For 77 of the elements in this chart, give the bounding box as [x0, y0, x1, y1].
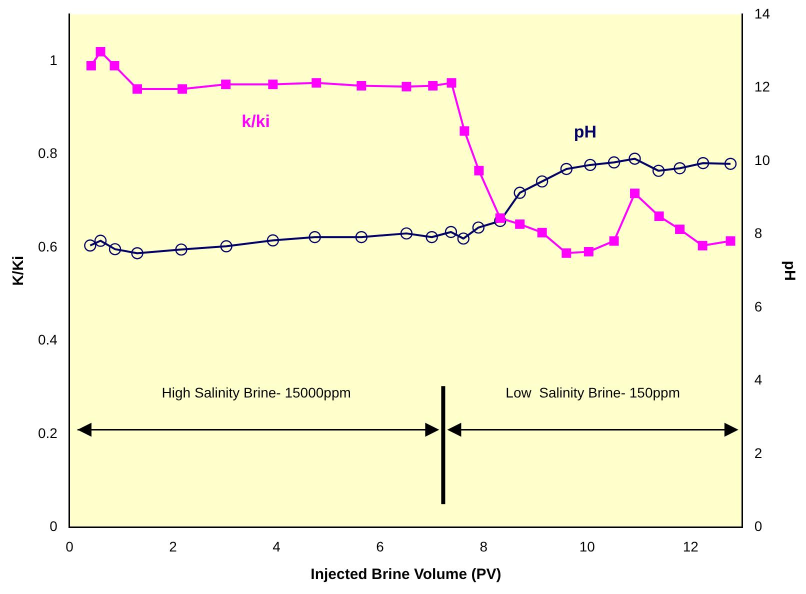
point	[472, 221, 485, 234]
point	[132, 84, 142, 94]
point	[495, 213, 505, 223]
point	[474, 166, 484, 176]
point	[560, 162, 573, 176]
point	[652, 164, 665, 177]
point	[698, 240, 708, 250]
point	[609, 236, 619, 246]
point	[426, 231, 438, 244]
x-tick-label: 4	[272, 538, 281, 554]
point	[514, 186, 526, 199]
point	[86, 60, 96, 70]
y-tick-label: 0.6	[38, 238, 58, 254]
point	[446, 78, 456, 88]
y2-axis-title: pH	[780, 260, 798, 281]
point	[312, 78, 322, 88]
point	[608, 156, 620, 168]
point	[630, 188, 640, 198]
point	[178, 84, 188, 94]
point	[108, 243, 122, 256]
y2-tick-label: 10	[754, 152, 770, 168]
point	[654, 212, 664, 221]
annotation: High Salinity Brine- 15000ppm	[162, 384, 351, 401]
x-tick-label: 2	[169, 538, 178, 554]
point	[537, 228, 547, 238]
y-tick-label: 0.4	[38, 332, 58, 348]
point	[536, 175, 548, 188]
point	[308, 231, 321, 244]
point	[220, 240, 232, 252]
point	[628, 152, 641, 165]
point	[175, 243, 188, 256]
y2-tick-label: 2	[754, 444, 762, 461]
point	[696, 157, 710, 170]
point	[400, 227, 413, 240]
y-tick-label: 1	[50, 52, 58, 68]
y-axis-title: K/Ki	[10, 256, 28, 286]
y-tick-label: 0.2	[38, 424, 58, 441]
point	[457, 232, 470, 245]
point	[402, 82, 412, 92]
x-tick-label: 6	[376, 538, 384, 554]
point	[94, 234, 107, 247]
point	[562, 248, 572, 258]
point	[674, 162, 686, 174]
y2-tick-label: 0	[754, 518, 762, 534]
x-tick-label: 10	[579, 538, 596, 554]
y-tick-label: 0.8	[38, 145, 58, 162]
x-tick-label: 12	[682, 538, 699, 554]
point	[266, 234, 280, 246]
point	[268, 80, 278, 90]
point	[584, 246, 594, 256]
point	[356, 80, 366, 90]
point	[675, 224, 685, 234]
y2-tick-label: 6	[754, 298, 762, 314]
annotation: Low Salinity Brine- 150ppm	[506, 384, 680, 401]
x-axis-title: Injected Brine Volume (PV)	[310, 566, 502, 584]
point	[355, 231, 368, 244]
point	[515, 219, 525, 229]
point	[726, 236, 736, 246]
x-tick-label: 8	[480, 538, 488, 554]
point	[84, 239, 96, 252]
point	[724, 158, 737, 170]
x-tick-label: 0	[66, 538, 74, 554]
point	[131, 247, 144, 260]
point	[221, 80, 231, 90]
point	[428, 80, 438, 90]
y2-tick-label: 12	[754, 78, 770, 95]
point	[460, 126, 470, 136]
y-tick-label: 0	[50, 518, 58, 534]
y2-tick-label: 14	[754, 5, 770, 22]
point	[96, 46, 106, 56]
series-label: pH	[574, 122, 597, 142]
y2-tick-label: 4	[754, 372, 762, 388]
y2-tick-label: 8	[754, 225, 762, 242]
point	[444, 226, 458, 238]
point	[584, 158, 596, 172]
series-label: k/ki	[242, 112, 270, 132]
point	[110, 60, 120, 70]
